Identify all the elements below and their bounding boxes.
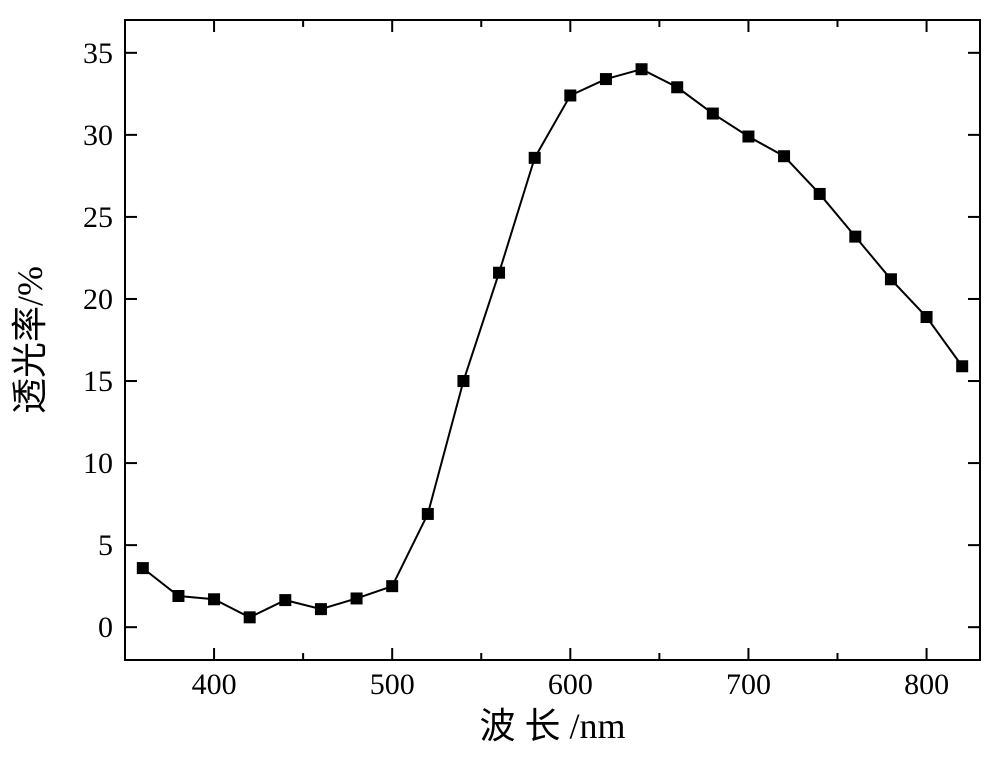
data-marker xyxy=(742,131,754,143)
data-marker xyxy=(457,375,469,387)
data-marker xyxy=(315,603,327,615)
y-tick-label: 35 xyxy=(83,37,113,70)
x-tick-label: 500 xyxy=(370,668,415,701)
data-marker xyxy=(885,273,897,285)
data-marker xyxy=(814,188,826,200)
data-marker xyxy=(386,580,398,592)
y-tick-label: 25 xyxy=(83,201,113,234)
y-tick-label: 0 xyxy=(98,611,113,644)
data-marker xyxy=(351,592,363,604)
data-marker xyxy=(671,81,683,93)
data-marker xyxy=(564,89,576,101)
data-marker xyxy=(956,360,968,372)
plot-border xyxy=(125,20,980,660)
x-tick-label: 600 xyxy=(548,668,593,701)
y-tick-label: 5 xyxy=(98,529,113,562)
transmittance-chart: 400 500 600 700 800 0 5 10 15 20 25 30 35 波 长 /nm 透光率/… xyxy=(0,0,1000,758)
data-marker xyxy=(778,150,790,162)
x-tick-label: 800 xyxy=(904,668,949,701)
data-marker xyxy=(921,311,933,323)
data-marker xyxy=(208,593,220,605)
data-marker xyxy=(137,562,149,574)
series-line-transmittance xyxy=(143,69,962,617)
y-tick-label: 10 xyxy=(83,447,113,480)
data-marker xyxy=(849,231,861,243)
y-tick-label: 30 xyxy=(83,119,113,152)
data-marker xyxy=(493,267,505,279)
data-marker xyxy=(244,611,256,623)
data-marker xyxy=(707,108,719,120)
y-tick-label: 20 xyxy=(83,283,113,316)
y-tick-label: 15 xyxy=(83,365,113,398)
data-marker xyxy=(279,594,291,606)
data-marker xyxy=(172,590,184,602)
x-tick-label: 700 xyxy=(726,668,771,701)
x-tick-label: 400 xyxy=(192,668,237,701)
x-axis-label: 波 长 /nm xyxy=(479,706,625,746)
data-marker xyxy=(529,152,541,164)
data-marker xyxy=(636,63,648,75)
chart-container: 400 500 600 700 800 0 5 10 15 20 25 30 35 波 长 /nm 透光率/… xyxy=(0,0,1000,758)
data-marker xyxy=(422,508,434,520)
data-marker xyxy=(600,73,612,85)
y-axis-label: 透光率/% xyxy=(10,266,50,414)
